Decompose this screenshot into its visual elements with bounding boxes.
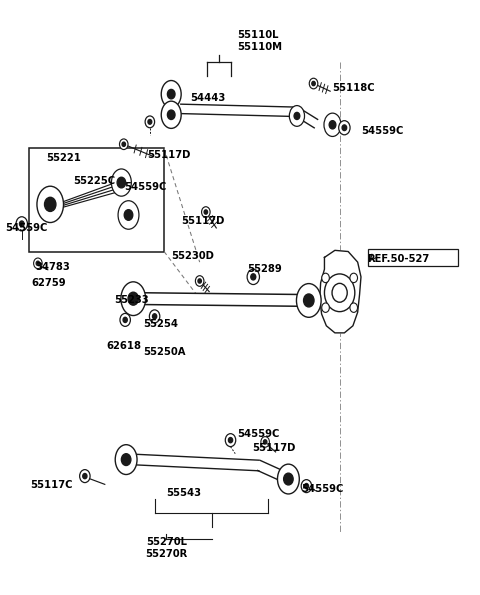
Circle shape <box>123 317 127 322</box>
Circle shape <box>34 258 42 268</box>
Circle shape <box>16 217 27 231</box>
Ellipse shape <box>277 464 300 494</box>
Text: 54559C: 54559C <box>238 429 280 439</box>
Text: 55117D: 55117D <box>180 216 224 226</box>
Circle shape <box>198 279 202 283</box>
Circle shape <box>202 206 210 217</box>
Polygon shape <box>136 455 259 471</box>
Polygon shape <box>320 250 361 333</box>
Text: 55233: 55233 <box>114 296 149 305</box>
Ellipse shape <box>324 113 341 136</box>
Polygon shape <box>295 108 318 128</box>
Circle shape <box>149 310 160 323</box>
Circle shape <box>128 292 138 305</box>
Circle shape <box>122 142 125 146</box>
Circle shape <box>168 110 175 120</box>
Circle shape <box>301 480 312 493</box>
Text: 55250A: 55250A <box>143 347 185 357</box>
Circle shape <box>284 473 293 485</box>
Circle shape <box>322 273 329 283</box>
Circle shape <box>332 283 347 302</box>
Text: 55543: 55543 <box>167 488 202 498</box>
Polygon shape <box>180 104 297 117</box>
Circle shape <box>228 437 233 443</box>
Ellipse shape <box>161 101 181 129</box>
Circle shape <box>80 469 90 483</box>
Circle shape <box>304 484 309 488</box>
Circle shape <box>36 261 39 265</box>
Text: 62759: 62759 <box>31 278 66 288</box>
Ellipse shape <box>161 80 181 108</box>
Text: 54443: 54443 <box>190 93 226 104</box>
Text: 55221: 55221 <box>46 153 81 163</box>
Text: 55270L
55270R: 55270L 55270R <box>145 537 188 559</box>
Circle shape <box>339 121 350 135</box>
Circle shape <box>303 294 314 307</box>
FancyBboxPatch shape <box>29 148 164 252</box>
Text: REF.50-527: REF.50-527 <box>367 254 430 264</box>
Circle shape <box>117 177 126 188</box>
Polygon shape <box>257 461 287 483</box>
Ellipse shape <box>289 105 304 126</box>
Circle shape <box>120 314 131 327</box>
Circle shape <box>350 273 358 283</box>
Circle shape <box>324 274 355 312</box>
Text: 54559C: 54559C <box>5 223 48 233</box>
Circle shape <box>120 139 128 149</box>
Ellipse shape <box>37 186 63 223</box>
Text: 55117D: 55117D <box>147 150 191 160</box>
Circle shape <box>168 89 175 99</box>
Ellipse shape <box>118 201 139 229</box>
Circle shape <box>45 198 56 211</box>
Text: 34783: 34783 <box>35 262 70 272</box>
Text: 55118C: 55118C <box>333 83 375 93</box>
Circle shape <box>350 303 358 312</box>
Circle shape <box>251 274 256 280</box>
Circle shape <box>312 82 315 86</box>
FancyBboxPatch shape <box>368 249 458 266</box>
Text: 55230D: 55230D <box>171 251 214 261</box>
Polygon shape <box>145 293 306 306</box>
Ellipse shape <box>121 282 145 315</box>
Circle shape <box>124 209 133 220</box>
Text: 54559C: 54559C <box>301 484 343 494</box>
Circle shape <box>121 454 131 465</box>
Ellipse shape <box>111 169 132 196</box>
Text: 55254: 55254 <box>143 319 178 329</box>
Circle shape <box>294 112 300 120</box>
Circle shape <box>153 314 156 319</box>
Text: 62618: 62618 <box>106 341 141 351</box>
Circle shape <box>195 275 204 286</box>
Circle shape <box>20 221 24 227</box>
Circle shape <box>225 434 236 447</box>
Text: 55117D: 55117D <box>252 443 295 453</box>
Text: 54559C: 54559C <box>361 126 403 136</box>
Circle shape <box>309 78 318 89</box>
Circle shape <box>145 116 155 128</box>
Circle shape <box>204 210 207 214</box>
Circle shape <box>247 269 260 284</box>
Text: 54559C: 54559C <box>124 181 166 192</box>
Circle shape <box>83 474 87 479</box>
Text: 55117C: 55117C <box>31 480 73 490</box>
Circle shape <box>261 437 269 447</box>
Circle shape <box>264 440 267 444</box>
Circle shape <box>342 125 347 130</box>
Circle shape <box>322 303 329 312</box>
Text: 55289: 55289 <box>247 264 282 274</box>
Circle shape <box>329 121 336 129</box>
Text: 55225C: 55225C <box>73 176 115 186</box>
Text: 55110L
55110M: 55110L 55110M <box>238 30 283 52</box>
Ellipse shape <box>297 284 321 317</box>
Circle shape <box>148 120 152 124</box>
Ellipse shape <box>115 444 137 474</box>
